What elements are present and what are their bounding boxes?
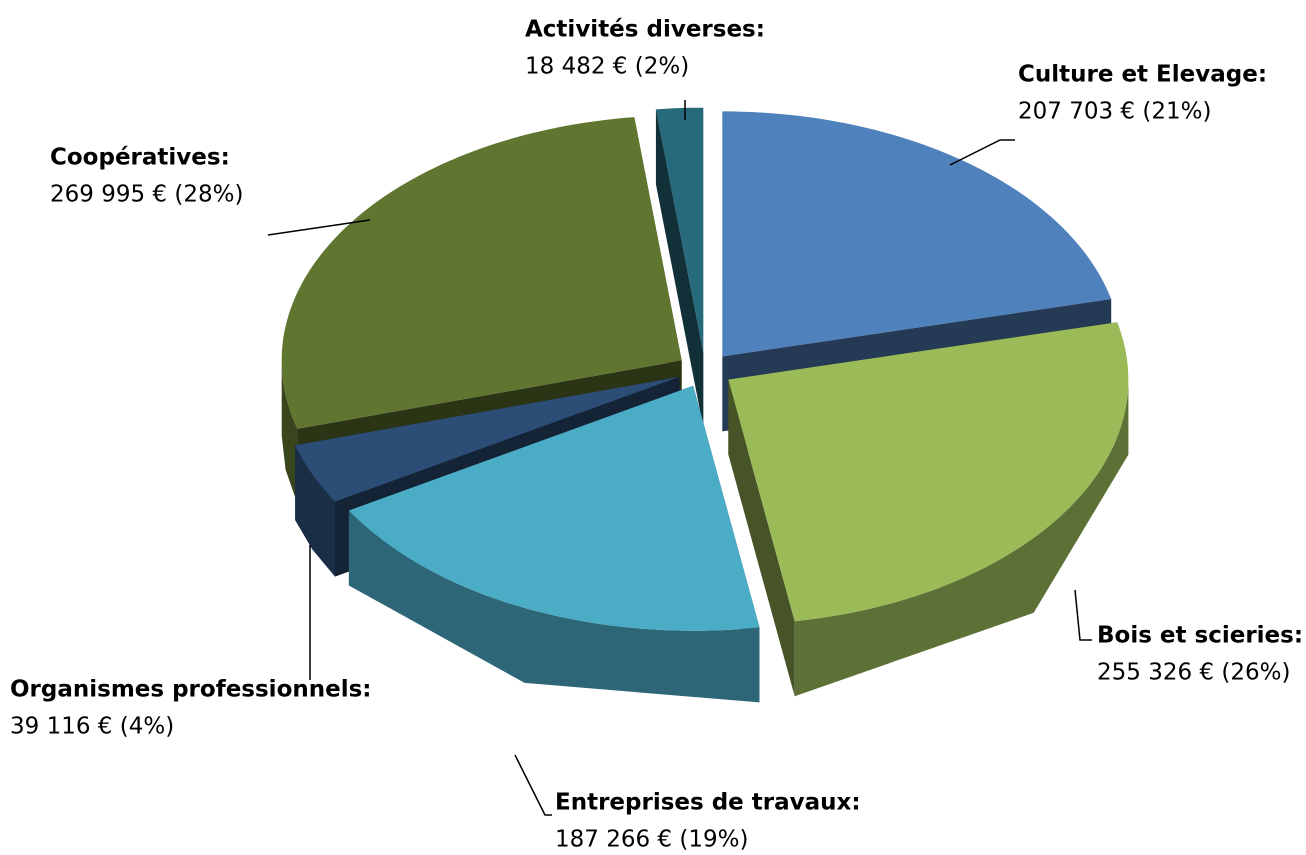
category-label: Bois et scieries: bbox=[1097, 623, 1303, 649]
slice-side bbox=[794, 379, 1129, 697]
slice-side bbox=[295, 376, 680, 521]
slice-side bbox=[655, 109, 704, 428]
slice bbox=[722, 111, 1112, 357]
leader-line bbox=[267, 219, 371, 236]
slice-side bbox=[728, 379, 795, 697]
leader-line bbox=[1074, 589, 1092, 641]
slice bbox=[281, 117, 682, 429]
value-label: 269 995 € (28%) bbox=[50, 182, 243, 208]
slice bbox=[295, 376, 680, 502]
leader-line bbox=[949, 139, 1015, 166]
slice-side bbox=[295, 445, 335, 577]
value-label: 207 703 € (21%) bbox=[1018, 99, 1211, 125]
category-label: Culture et Elevage: bbox=[1018, 62, 1267, 88]
category-label: Coopératives: bbox=[50, 145, 230, 171]
slice-side bbox=[281, 360, 298, 504]
slice bbox=[348, 385, 760, 631]
leader-line bbox=[514, 754, 552, 816]
value-label: 39 116 € (4%) bbox=[10, 714, 174, 740]
slice bbox=[728, 322, 1129, 622]
slice bbox=[655, 107, 704, 353]
slice-side bbox=[348, 510, 760, 703]
value-label: 187 266 € (19%) bbox=[555, 827, 748, 853]
value-label: 255 326 € (26%) bbox=[1097, 660, 1290, 686]
category-label: Entreprises de travaux: bbox=[555, 790, 861, 816]
category-label: Activités diverses: bbox=[525, 17, 765, 43]
value-label: 18 482 € (2%) bbox=[525, 54, 689, 80]
category-label: Organismes professionnels: bbox=[10, 677, 372, 703]
